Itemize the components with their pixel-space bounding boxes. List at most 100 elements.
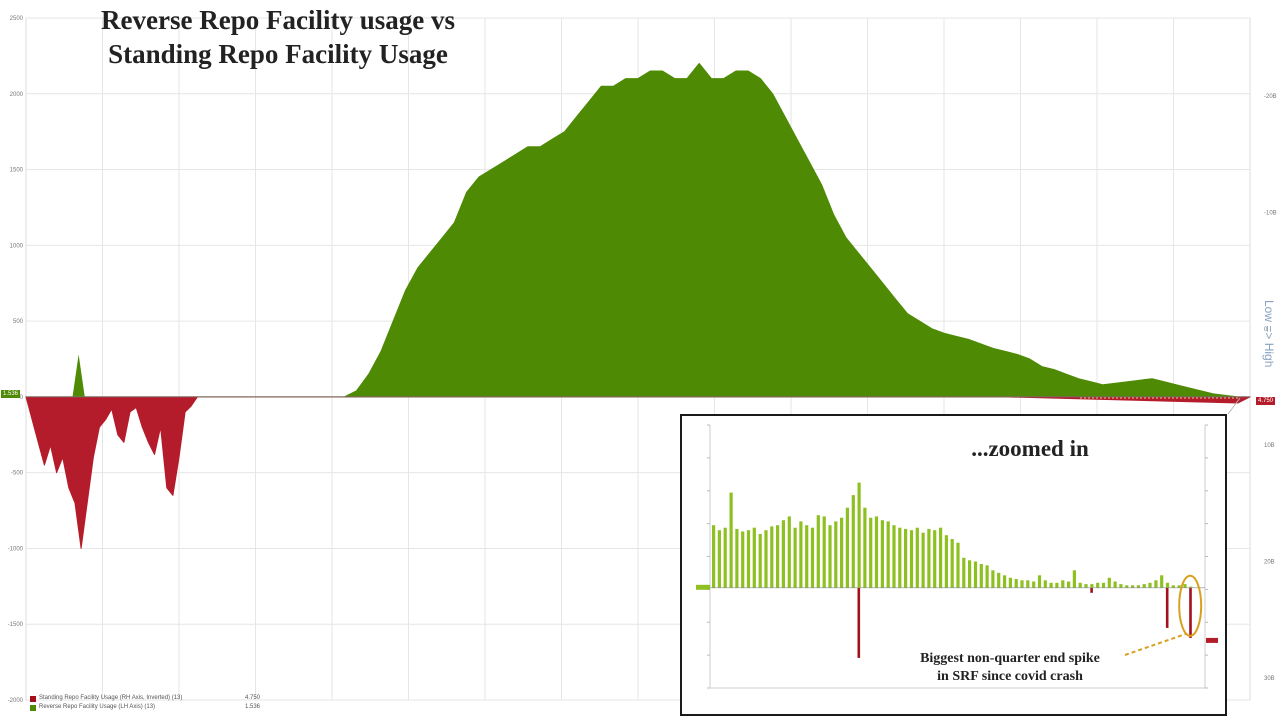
legend-entry-rrp: Reverse Repo Facility Usage (LH Axis) (1… [30,703,260,712]
annotation-line1: Biggest non-quarter end spike [920,651,1100,666]
legend-value-srf: 4.750 [244,695,260,701]
inset-rrp-bar [723,527,727,588]
inset-srf-bar [857,587,861,658]
inset-rrp-bar [781,520,785,588]
inset-rrp-bar [973,561,978,588]
legend-label-rrp: Reverse Repo Facility Usage (LH Axis) (1… [39,704,156,710]
series-rrp-early-spike [72,354,85,397]
main-axis-ticks: 2500 2000 1500 1000 500 0 -500 -1000 -1500 -2000 -… [8,16,1277,704]
right-tick-label: -20B [1264,94,1277,100]
inset-rrp-bar [851,495,855,588]
legend-swatch-rrp [30,704,36,711]
right-tick-label: 10B [1264,443,1275,449]
annotation-line2: in SRF since covid crash [937,669,1083,684]
inset-rrp-bar [950,539,954,588]
inset-rrp-bar [968,560,972,588]
right-tick-label: 20B [1264,560,1275,566]
left-tick-label: 1500 [10,168,24,174]
annotation-text: Biggest non-quarter end spike in SRF sin… [870,650,1150,686]
annotation-arrow-line [1124,632,1187,656]
inset-rrp-bar [770,526,774,588]
right-last-value-tag: 4.750 [1256,397,1276,405]
left-tick-label: 2500 [10,16,24,22]
left-tick-label: 2000 [10,92,24,98]
left-tick-label: -500 [11,471,24,477]
inset-rrp-bar [1072,570,1076,588]
zoom-connector-line [1227,397,1241,415]
inset-rrp-bar [805,525,809,588]
chart-title-line1: Reverse Repo Facility usage vs [101,5,455,35]
inset-rrp-bar [828,525,832,588]
inset-left-value-tag [696,584,710,590]
inset-rrp-bar [1148,582,1152,588]
inset-rrp-bar [1014,579,1018,588]
inset-rrp-bar [1189,586,1193,588]
legend-label-srf: Standing Repo Facility Usage (RH Axis, I… [39,695,183,701]
highlight-ellipse [1178,574,1203,637]
inset-rrp-bar [1020,580,1024,588]
right-tick-label: 0 [1264,327,1268,333]
inset-rrp-bar [1101,582,1106,588]
inset-rrp-bar [1171,585,1175,588]
inset-chart [680,414,1227,716]
inset-rrp-bar [915,527,919,588]
inset-rrp-bar [886,521,890,588]
left-tick-label: -1000 [8,546,24,552]
inset-rrp-bar [752,527,756,588]
inset-srf-bar [1189,587,1192,638]
inset-rrp-bar [985,565,989,588]
main-chart-marks [25,63,1251,549]
inset-rrp-bar [944,535,948,588]
inset-rrp-bar [1125,585,1129,588]
inset-rrp-bar [933,530,937,588]
inset-rrp-bar [869,517,873,588]
inset-rrp-bar [810,527,815,588]
legend: Standing Repo Facility Usage (RH Axis, I… [30,694,260,712]
inset-rrp-bar [776,525,780,588]
inset-rrp-bar [892,525,896,588]
inset-rrp-bar [927,528,931,588]
inset-rrp-bar [764,530,768,588]
inset-right-value-tag [1206,637,1218,643]
right-axis-title-text: Low => High [1262,300,1276,368]
inset-rrp-bar [712,525,716,588]
inset-rrp-bar [1090,584,1094,588]
inset-rrp-bar [746,530,751,588]
inset-rrp-bar [816,515,820,588]
inset-rrp-bar [799,521,803,588]
inset-rrp-bar [962,557,966,588]
inset-rrp-bar [874,516,879,588]
inset-rrp-bar [1008,577,1012,588]
right-tick-label: 30B [1264,676,1275,682]
inset-rrp-bar [1067,581,1071,588]
inset-rrp-bar [1154,580,1158,588]
inset-rrp-bar [1119,584,1123,588]
inset-rrp-bar [863,507,867,588]
left-last-value-tag: 1.536 [1,390,21,398]
inset-rrp-bar [1136,585,1140,588]
inset-rrp-bar [1183,584,1187,588]
inset-rrp-bar [1078,582,1082,588]
left-tick-label: -1500 [8,622,24,628]
inset-rrp-bar [1037,575,1042,588]
inset-rrp-bar [904,528,908,588]
inset-rrp-bar [1003,575,1007,588]
inset-rrp-bar [822,516,826,588]
chart-title-line2: Standing Repo Facility Usage [108,39,448,69]
inset-rrp-bar [741,531,745,588]
inset-rrp-bar [793,527,797,588]
inset-rrp-bar [834,521,838,588]
inset-rrp-bar [1032,581,1036,588]
inset-rrp-bar [939,527,943,588]
inset-rrp-bar [1177,585,1181,588]
inset-rrp-bar [758,534,762,588]
inset-rrp-bar [717,530,721,588]
inset-rrp-bar [1061,580,1065,588]
inset-rrp-bar [845,507,849,588]
inset-rrp-bar [1113,581,1117,588]
inset-rrp-bar [857,482,861,588]
right-tick-label: -10B [1264,210,1277,216]
inset-rrp-bar [1049,582,1053,588]
annotation-arrow [1080,397,1241,656]
